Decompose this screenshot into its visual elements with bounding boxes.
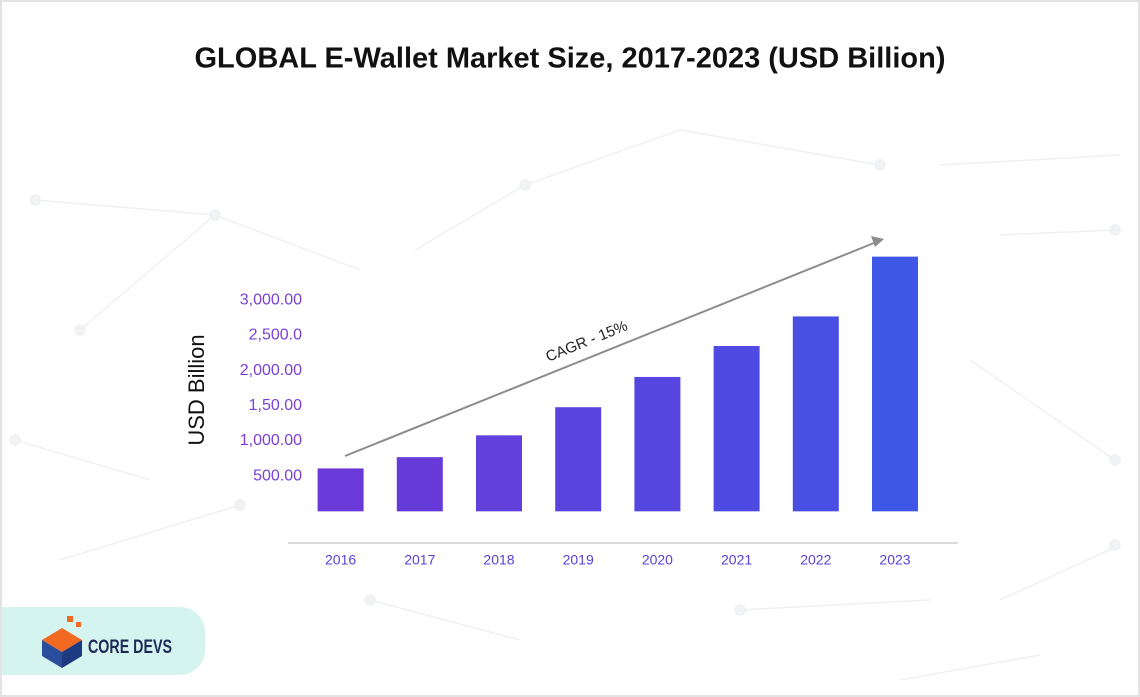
y-tick-label: 3,000.00 xyxy=(240,291,302,308)
bar xyxy=(476,435,522,512)
bar xyxy=(634,376,681,512)
y-tick-label: 1,50.00 xyxy=(249,397,302,414)
x-tick-label: 2017 xyxy=(404,552,435,568)
brand: CORE DEVS xyxy=(88,637,172,658)
y-tick-label: 2,500.0 xyxy=(249,327,302,344)
y-tick-label: 1,000.00 xyxy=(240,432,302,449)
x-tick-label: 2016 xyxy=(325,552,356,568)
bar xyxy=(713,345,760,512)
x-tick-label: 2020 xyxy=(642,552,673,568)
bar xyxy=(792,316,839,512)
x-tick-label: 2018 xyxy=(483,552,514,568)
trend-arrowhead xyxy=(871,236,884,247)
chart-title: GLOBAL E-Wallet Market Size, 2017-2023 (… xyxy=(195,43,946,75)
trend-arrow xyxy=(344,242,875,457)
background-network xyxy=(9,129,1121,681)
bar xyxy=(872,256,918,512)
bar xyxy=(317,468,364,512)
logo-icon xyxy=(42,616,82,668)
x-tick-label: 2023 xyxy=(879,552,910,568)
y-axis-label: USD Billion xyxy=(184,334,209,445)
bar xyxy=(396,457,443,512)
y-tick-label: 500.00 xyxy=(253,467,302,484)
bar xyxy=(555,407,602,512)
y-tick-label: 2,000.00 xyxy=(240,362,302,379)
x-tick-label: 2019 xyxy=(563,552,594,568)
x-tick-label: 2021 xyxy=(721,552,752,568)
x-tick-label: 2022 xyxy=(800,552,831,568)
